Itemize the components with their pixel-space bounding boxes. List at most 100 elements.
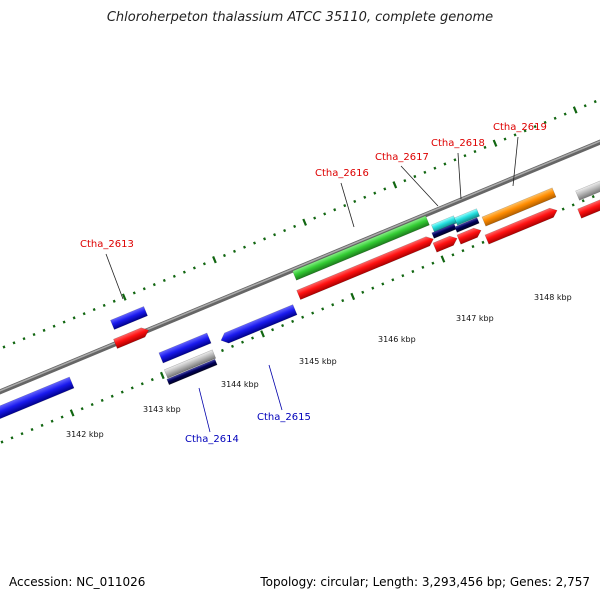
- tick-mark: [403, 179, 407, 183]
- tick-mark: [152, 283, 156, 287]
- tick-mark: [253, 241, 257, 245]
- tick-mark: [62, 320, 66, 324]
- label-leader: [198, 387, 211, 433]
- label-leader: [512, 136, 519, 187]
- tick-mark: [60, 415, 64, 419]
- tick-mark: [572, 106, 578, 114]
- cds-forward-ctha-2618: [456, 227, 482, 245]
- label-leader: [340, 182, 355, 228]
- tick-mark: [401, 274, 405, 278]
- tick-mark: [291, 319, 295, 323]
- map-title: Chloroherpeton thalassium ATCC 35110, co…: [106, 10, 494, 25]
- tick-mark: [80, 407, 84, 411]
- tick-mark: [563, 112, 567, 116]
- tick-mark: [341, 299, 345, 303]
- label-leader: [105, 253, 124, 300]
- tick-mark: [353, 199, 357, 204]
- tick-mark: [110, 394, 114, 398]
- tick-mark: [313, 216, 317, 220]
- tick-mark: [159, 371, 165, 380]
- accession-text: Accession: NC_011026: [9, 575, 146, 589]
- tick-mark: [212, 256, 217, 264]
- feature-green-2616: [292, 215, 430, 281]
- tick-mark: [333, 208, 337, 212]
- tick-mark: [331, 303, 335, 307]
- tick-mark: [391, 278, 395, 282]
- tick-mark: [301, 315, 305, 319]
- feature-grey-edge: [575, 175, 600, 201]
- tick-mark: [102, 303, 106, 307]
- tick-mark: [423, 170, 427, 174]
- tick-mark: [323, 212, 327, 216]
- tick-mark: [581, 199, 585, 203]
- backbone-highlight: [0, 140, 600, 392]
- backbone-line: [0, 139, 600, 395]
- tick-mark: [392, 181, 398, 189]
- tick-mark: [433, 166, 437, 170]
- tick-mark: [52, 324, 56, 328]
- tick-mark: [140, 382, 144, 386]
- tick-mark: [130, 386, 134, 390]
- tick-mark: [120, 390, 124, 394]
- tick-mark: [463, 154, 467, 158]
- tick-mark: [440, 255, 446, 263]
- feature-blue-2613: [110, 306, 148, 330]
- kbp-label: 3146 kbp: [378, 335, 416, 344]
- tick-mark: [591, 195, 595, 199]
- tick-mark: [350, 292, 356, 301]
- cds-forward-ctha-2619: [484, 207, 558, 245]
- kbp-label: 3143 kbp: [143, 405, 181, 414]
- tick-mark: [451, 253, 455, 257]
- tick-mark: [260, 330, 265, 338]
- kbp-label: 3144 kbp: [221, 380, 259, 389]
- label-leader: [268, 364, 283, 411]
- tick-mark: [142, 287, 146, 291]
- tick-mark: [513, 133, 517, 137]
- tick-mark: [90, 402, 94, 407]
- tick-mark: [263, 237, 267, 241]
- tick-mark: [10, 436, 14, 440]
- cds-forward-ctha-2613: [113, 327, 149, 349]
- gene-label-ctha-2617: Ctha_2617: [375, 152, 429, 163]
- tick-mark: [413, 174, 417, 179]
- tick-mark: [281, 323, 285, 328]
- tick-mark: [461, 249, 465, 253]
- tick-mark: [533, 125, 537, 129]
- gene-label-ctha-2614: Ctha_2614: [185, 434, 239, 445]
- tick-mark: [132, 291, 136, 295]
- tick-mark: [383, 187, 387, 191]
- tick-mark: [182, 270, 186, 274]
- genome-backbone: [0, 139, 600, 395]
- feature-navy-2614: [166, 358, 218, 386]
- tick-mark: [230, 344, 234, 348]
- tick-mark: [30, 427, 34, 432]
- tick-mark: [241, 340, 245, 344]
- tick-mark: [363, 195, 367, 199]
- tick-mark: [411, 269, 415, 274]
- tick-mark: [100, 398, 104, 402]
- tick-mark: [20, 432, 24, 436]
- cds-forward-edge: [577, 193, 600, 219]
- tick-mark: [343, 204, 347, 208]
- tick-mark: [192, 266, 196, 270]
- tick-mark: [22, 337, 26, 341]
- tick-mark: [150, 378, 154, 382]
- tick-mark: [32, 332, 36, 337]
- tick-mark: [453, 158, 457, 162]
- kbp-label: 3148 kbp: [534, 293, 572, 302]
- gene-label-ctha-2613: Ctha_2613: [80, 239, 134, 250]
- topology-summary: Topology: circular; Length: 3,293,456 bp…: [260, 575, 590, 589]
- tick-mark: [220, 348, 224, 353]
- tick-mark: [162, 278, 166, 283]
- feature-cyan-2618: [454, 208, 480, 226]
- label-leader: [400, 165, 439, 207]
- tick-mark: [82, 312, 86, 316]
- feature-track: [0, 175, 600, 422]
- tick-mark: [503, 137, 507, 141]
- tick-mark: [481, 240, 485, 244]
- tick-mark: [283, 228, 287, 233]
- feature-orange-2619: [481, 187, 557, 227]
- cds-reverse-ctha-2614: [158, 332, 212, 364]
- tick-mark: [492, 139, 498, 147]
- tick-mark: [443, 162, 447, 166]
